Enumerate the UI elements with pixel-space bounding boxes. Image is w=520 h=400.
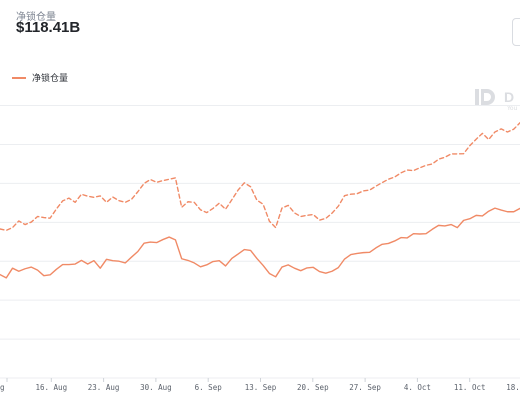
x-tick-label: 23. Aug bbox=[88, 383, 120, 392]
legend-swatch bbox=[12, 76, 26, 79]
series-line-dashed bbox=[0, 122, 520, 232]
x-tick-label: 16. Aug bbox=[35, 383, 67, 392]
x-tick-label: 27. Sep bbox=[349, 383, 381, 392]
x-tick-label: g bbox=[0, 383, 5, 392]
x-tick-label: 13. Sep bbox=[245, 383, 277, 392]
x-tick-label: 18. Oct bbox=[506, 383, 520, 392]
legend-label: 净锁仓量 bbox=[32, 74, 69, 84]
logo-icon bbox=[475, 89, 495, 105]
x-tick-label: 20. Sep bbox=[297, 383, 329, 392]
series-line-solid bbox=[0, 207, 520, 279]
x-tick-label: 6. Sep bbox=[195, 383, 223, 392]
brand-watermark: D You bbox=[474, 87, 517, 112]
tvl-value: $118.41B bbox=[16, 19, 81, 36]
watermark-text: D bbox=[504, 89, 515, 105]
x-tick-label: 11. Oct bbox=[454, 383, 486, 392]
legend[interactable]: 净锁仓量 bbox=[12, 71, 68, 84]
x-tick-label: 30. Aug bbox=[140, 383, 172, 392]
watermark-subtext: You bbox=[507, 105, 518, 112]
x-tick-label: 4. Oct bbox=[404, 383, 431, 392]
chart-subtitle: 净锁仓量 bbox=[16, 12, 56, 23]
menu-button[interactable] bbox=[512, 18, 520, 46]
